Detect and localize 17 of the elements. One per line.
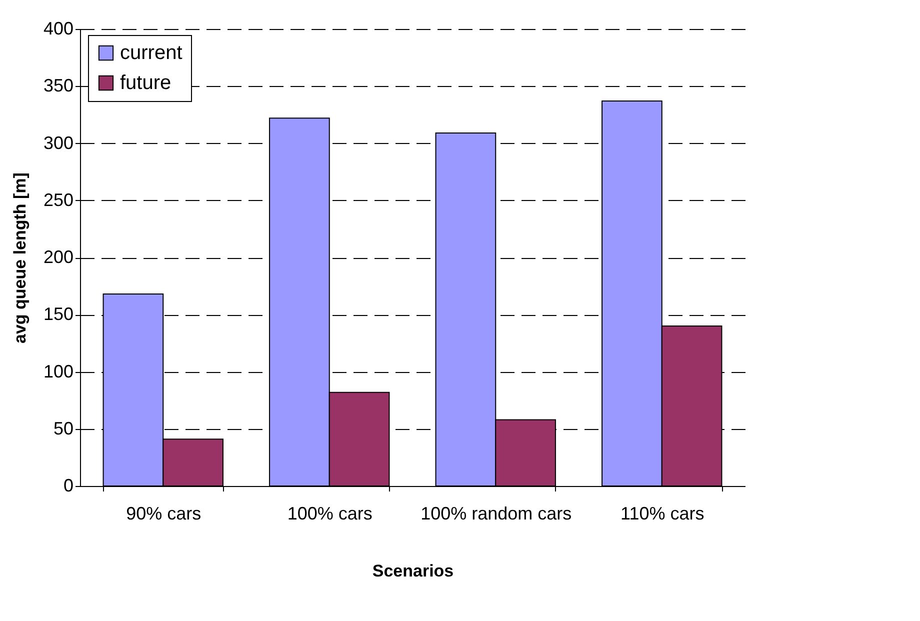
y-tick-label: 350 bbox=[43, 76, 74, 96]
y-axis-title: avg queue length [m] bbox=[10, 172, 30, 344]
y-tick-label: 300 bbox=[43, 132, 74, 153]
y-tick-label: 250 bbox=[43, 190, 74, 210]
legend-label: current bbox=[120, 42, 183, 64]
x-tick-label: 90% cars bbox=[126, 504, 202, 524]
y-tick-label: 150 bbox=[43, 304, 74, 324]
x-tick-label: 100% random cars bbox=[420, 504, 572, 524]
x-tick-label: 110% cars bbox=[620, 504, 704, 524]
y-tick-label: 0 bbox=[63, 476, 74, 496]
legend-label: future bbox=[120, 72, 172, 94]
y-tick-label: 400 bbox=[43, 18, 74, 38]
y-tick-label: 200 bbox=[43, 247, 74, 267]
x-axis-title: Scenarios bbox=[372, 562, 454, 580]
y-tick-label: 100 bbox=[43, 361, 74, 382]
y-tick-label: 50 bbox=[53, 418, 74, 438]
x-tick-label: 100% cars bbox=[287, 504, 372, 524]
